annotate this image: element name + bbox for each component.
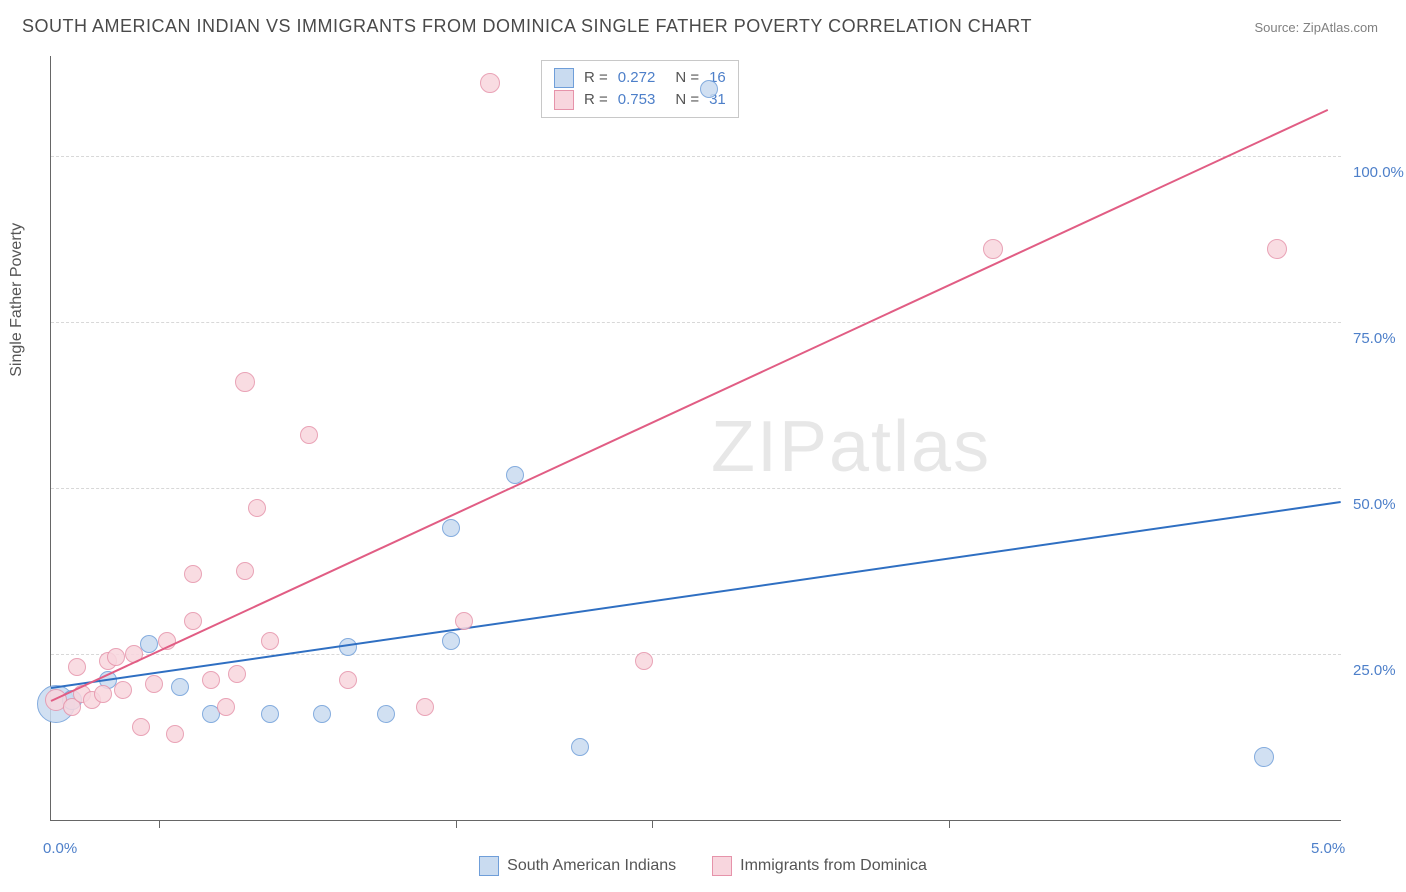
legend-label: Immigrants from Dominica	[740, 857, 927, 875]
chart-area: ZIPatlas R = 0.272N = 16R = 0.753N = 31 …	[50, 56, 1341, 821]
stat-r-value: 0.753	[618, 89, 656, 111]
stat-n-label: N =	[675, 67, 699, 89]
x-tick-label: 5.0%	[1311, 840, 1345, 857]
source-label: Source: ZipAtlas.com	[1254, 20, 1378, 35]
scatter-point	[261, 705, 279, 723]
scatter-point	[217, 698, 235, 716]
scatter-point	[455, 612, 473, 630]
scatter-point	[700, 80, 718, 98]
scatter-point	[339, 671, 357, 689]
legend-swatch	[554, 90, 574, 110]
legend-label: South American Indians	[507, 857, 676, 875]
scatter-point	[202, 671, 220, 689]
y-tick-label: 50.0%	[1353, 496, 1396, 513]
gridline-horizontal	[51, 654, 1341, 655]
x-tick	[159, 820, 160, 828]
x-tick	[652, 820, 653, 828]
gridline-horizontal	[51, 322, 1341, 323]
scatter-point	[94, 685, 112, 703]
scatter-point	[480, 73, 500, 93]
scatter-point	[184, 612, 202, 630]
scatter-point	[300, 426, 318, 444]
legend-swatch	[554, 68, 574, 88]
scatter-point	[107, 648, 125, 666]
scatter-point	[184, 565, 202, 583]
gridline-horizontal	[51, 488, 1341, 489]
y-tick-label: 25.0%	[1353, 662, 1396, 679]
scatter-point	[983, 239, 1003, 259]
scatter-point	[442, 519, 460, 537]
scatter-point	[132, 718, 150, 736]
y-axis-label: Single Father Poverty	[8, 223, 26, 377]
scatter-point	[228, 665, 246, 683]
watermark: ZIPatlas	[711, 406, 991, 488]
scatter-point	[114, 681, 132, 699]
scatter-point	[145, 675, 163, 693]
scatter-point	[1267, 239, 1287, 259]
scatter-point	[166, 725, 184, 743]
scatter-point	[248, 499, 266, 517]
stat-r-label: R =	[584, 67, 608, 89]
scatter-point	[1254, 747, 1274, 767]
scatter-point	[416, 698, 434, 716]
scatter-point	[377, 705, 395, 723]
scatter-point	[313, 705, 331, 723]
scatter-point	[571, 738, 589, 756]
scatter-point	[171, 678, 189, 696]
scatter-point	[235, 372, 255, 392]
stat-n-label: N =	[675, 89, 699, 111]
legend-item: Immigrants from Dominica	[712, 856, 927, 876]
x-tick	[456, 820, 457, 828]
legend-item: South American Indians	[479, 856, 676, 876]
bottom-legend: South American Indians Immigrants from Do…	[0, 856, 1406, 876]
legend-swatch	[479, 856, 499, 876]
x-tick	[949, 820, 950, 828]
scatter-point	[68, 658, 86, 676]
stat-r-value: 0.272	[618, 67, 656, 89]
scatter-point	[442, 632, 460, 650]
y-tick-label: 75.0%	[1353, 330, 1396, 347]
y-tick-label: 100.0%	[1353, 164, 1404, 181]
legend-swatch	[712, 856, 732, 876]
gridline-horizontal	[51, 156, 1341, 157]
scatter-point	[339, 638, 357, 656]
scatter-point	[261, 632, 279, 650]
trend-line	[51, 501, 1341, 689]
scatter-point	[635, 652, 653, 670]
chart-title: SOUTH AMERICAN INDIAN VS IMMIGRANTS FROM…	[22, 16, 1032, 37]
stat-r-label: R =	[584, 89, 608, 111]
trend-line	[51, 109, 1329, 702]
scatter-point	[236, 562, 254, 580]
x-tick-label: 0.0%	[43, 840, 77, 857]
